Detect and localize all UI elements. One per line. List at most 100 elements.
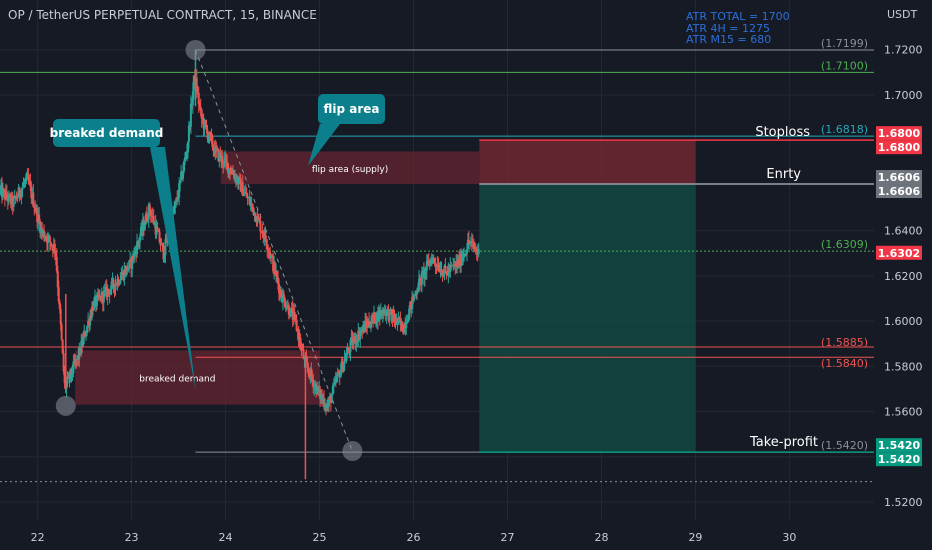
candle-body — [127, 268, 130, 272]
candle-body — [149, 210, 152, 217]
candle-body — [143, 224, 146, 230]
candle-body — [289, 307, 292, 317]
y-tick-label: 1.6200 — [884, 270, 923, 283]
candle-body — [48, 236, 51, 242]
candle-body — [359, 333, 362, 340]
candle-body — [269, 252, 272, 259]
candle-body — [447, 268, 450, 276]
levels-layer: (1.7199) (1.7100) (1.6818) (1.6309) (1.5885)… — [0, 37, 874, 483]
candle-body — [136, 241, 139, 255]
chart-title: OP / TetherUS PERPETUAL CONTRACT, 15, BI… — [8, 8, 317, 22]
x-tick-label: 28 — [594, 531, 608, 544]
candle-body — [43, 230, 46, 239]
candle-body — [91, 306, 94, 318]
candle-body — [63, 371, 66, 384]
candle-body — [405, 322, 408, 328]
candle-body — [7, 194, 10, 202]
take-profit-label: Take-profit — [749, 435, 818, 450]
candle-body — [162, 245, 165, 260]
grid-layer — [0, 0, 874, 520]
candle-body — [437, 265, 440, 272]
price-tag-label: 1.6606 — [878, 171, 921, 184]
candle-body — [268, 250, 271, 253]
candle-body — [28, 181, 31, 183]
candle-body — [209, 132, 212, 136]
candle-body — [24, 179, 27, 183]
candle-body — [242, 194, 245, 196]
candle-body — [433, 258, 436, 263]
candle-body — [465, 249, 468, 254]
candle-body — [311, 376, 314, 380]
candle-body — [265, 239, 268, 246]
candle-body — [413, 295, 416, 301]
candle-body — [423, 268, 426, 278]
candle-body — [461, 258, 464, 266]
stoploss-label: Stoploss — [755, 125, 810, 140]
candle-body — [97, 294, 100, 298]
candle-body — [61, 339, 64, 354]
candle-body — [305, 357, 308, 362]
candle-body — [103, 289, 106, 291]
candle-body — [107, 288, 110, 291]
candle-body — [390, 309, 393, 316]
candle-body — [241, 182, 244, 196]
candle-body — [184, 157, 187, 162]
candle-body — [92, 300, 95, 311]
candle-body — [401, 321, 404, 332]
price-tag — [876, 245, 922, 260]
candle-body — [431, 258, 434, 264]
candle-body — [211, 136, 214, 148]
breaked-demand-callout[interactable]: breaked demand — [50, 119, 163, 147]
candle-body — [440, 269, 443, 276]
candle-body — [30, 186, 33, 198]
candle-body — [416, 291, 419, 295]
candle-body — [364, 321, 367, 332]
candle-body — [261, 231, 264, 234]
level-label-4: (1.5885) — [821, 336, 868, 349]
candle-body — [282, 294, 285, 299]
candle-body — [221, 155, 224, 164]
candle-body — [307, 367, 310, 373]
candle-body — [264, 231, 267, 240]
candle-body — [361, 330, 364, 332]
flip-area-callout[interactable]: flip area — [318, 94, 385, 124]
candle-body — [20, 189, 23, 198]
entry-label: Enrty — [766, 167, 801, 182]
candle-body — [158, 231, 161, 243]
y-tick-label: 1.5200 — [884, 496, 923, 509]
candle-body — [191, 91, 194, 106]
candle-body — [301, 347, 304, 350]
price-tag — [876, 140, 922, 155]
candle-body — [403, 323, 406, 334]
candle-body — [393, 314, 396, 321]
candle-body — [274, 262, 277, 275]
candle-body — [317, 385, 320, 392]
candle-body — [204, 120, 207, 126]
candle-body — [189, 103, 192, 127]
candle-body — [339, 371, 342, 378]
y-tick-label: 1.5800 — [884, 360, 923, 373]
candle-body — [425, 260, 428, 271]
candle-body — [200, 109, 203, 119]
price-tag — [876, 170, 922, 185]
candle-body — [297, 331, 300, 342]
candle-body — [152, 215, 155, 225]
candle-body — [58, 301, 61, 309]
candle-body — [71, 373, 74, 375]
candle-body — [25, 173, 28, 180]
candle-body — [295, 319, 298, 331]
x-tick-label: 26 — [407, 531, 421, 544]
candle-body — [201, 118, 204, 120]
candle-body — [186, 141, 189, 153]
candle-body — [321, 394, 324, 400]
candle-body — [332, 383, 335, 386]
candle-body — [411, 296, 414, 309]
candle-body — [161, 243, 164, 246]
candle-body — [277, 277, 280, 284]
candle-body — [462, 257, 465, 259]
flip-area-zone — [220, 151, 480, 185]
candle-body — [467, 239, 470, 242]
candle-body — [238, 177, 241, 179]
candle-body — [18, 187, 21, 196]
